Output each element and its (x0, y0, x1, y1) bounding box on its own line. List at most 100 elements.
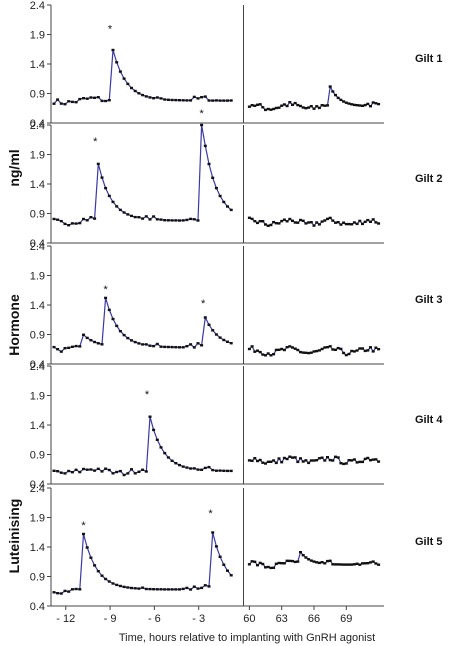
data-point (350, 349, 354, 353)
data-point (299, 457, 302, 460)
data-point (100, 574, 104, 577)
data-point (67, 224, 71, 227)
data-point (155, 588, 159, 591)
data-point (299, 551, 302, 554)
data-point (74, 587, 78, 591)
data-point (253, 104, 257, 107)
data-point (56, 98, 60, 101)
data-point (301, 554, 305, 557)
x-axis-label: Time, hours relative to implanting with … (119, 632, 375, 644)
data-point (207, 162, 211, 166)
y-tick-label: 0.4 (30, 359, 45, 371)
data-point (200, 123, 204, 127)
data-point (358, 563, 362, 566)
data-point (280, 461, 284, 464)
data-point (85, 336, 89, 340)
data-point (331, 348, 335, 351)
data-point (218, 555, 222, 558)
data-point (339, 98, 343, 102)
data-point (192, 95, 196, 99)
data-point (342, 351, 346, 355)
data-point (189, 99, 193, 102)
data-point (107, 580, 111, 583)
data-point (363, 562, 367, 565)
data-point (291, 559, 294, 563)
data-point (315, 105, 319, 108)
data-point (374, 458, 378, 461)
data-point (312, 224, 316, 227)
data-point (163, 451, 167, 455)
data-point (59, 592, 63, 595)
data-point (192, 467, 196, 470)
data-point (192, 346, 196, 349)
data-point (192, 585, 196, 588)
data-point (96, 162, 100, 166)
data-point (111, 200, 115, 204)
data-point (185, 586, 189, 590)
data-point (344, 462, 348, 465)
data-point (369, 561, 372, 564)
data-point (178, 463, 181, 467)
data-point (320, 104, 324, 107)
data-point (358, 219, 362, 223)
data-point (207, 585, 211, 588)
data-point (163, 98, 167, 101)
data-point (250, 345, 254, 348)
data-point (258, 458, 262, 462)
panels: 0.4 0.9 1.4 1.9 2.4 Gilt 1 * 0.4 0.9 1.4 1.9 2.4 Gil… (30, 0, 444, 613)
data-point (118, 584, 122, 588)
data-point (361, 460, 364, 464)
data-point (282, 562, 286, 565)
data-point (315, 221, 319, 224)
data-point (320, 456, 324, 459)
data-point (203, 95, 207, 98)
data-point (141, 93, 145, 97)
data-point (355, 562, 359, 565)
data-point (144, 215, 148, 218)
data-point (218, 336, 222, 339)
data-point (82, 532, 85, 536)
data-point (96, 96, 100, 99)
data-point (155, 342, 159, 346)
data-point (317, 457, 321, 460)
data-point (126, 82, 130, 86)
data-point (253, 220, 257, 223)
data-point (339, 223, 343, 226)
gilt-label: Gilt 4 (415, 414, 443, 426)
data-point (148, 218, 152, 221)
data-point (293, 347, 297, 350)
data-point (258, 220, 262, 223)
data-point (59, 471, 63, 474)
peak-marker: * (93, 136, 98, 148)
data-point (141, 468, 145, 471)
data-point (130, 214, 133, 218)
data-point (115, 205, 119, 208)
data-point (277, 457, 281, 460)
data-point (74, 344, 78, 348)
data-point (352, 458, 356, 461)
data-point (272, 353, 276, 356)
data-point (200, 344, 204, 347)
data-point (344, 563, 348, 566)
data-point (253, 350, 257, 353)
data-point (229, 469, 233, 473)
peak-marker: * (201, 298, 206, 310)
data-point (137, 587, 141, 590)
data-point (369, 220, 372, 223)
data-point (203, 144, 207, 148)
data-point (137, 470, 141, 473)
data-point (264, 223, 267, 226)
gilt-label: Gilt 3 (415, 294, 443, 306)
data-point (130, 86, 133, 90)
data-point (93, 469, 97, 472)
data-point (203, 316, 207, 319)
data-point (253, 560, 257, 563)
data-point (222, 338, 226, 342)
data-point (170, 588, 174, 591)
x-tick-label: 66 (308, 613, 320, 625)
data-point (170, 219, 174, 222)
data-point (269, 460, 273, 463)
data-point (293, 101, 297, 105)
data-point (328, 216, 332, 220)
data-point (296, 103, 300, 107)
